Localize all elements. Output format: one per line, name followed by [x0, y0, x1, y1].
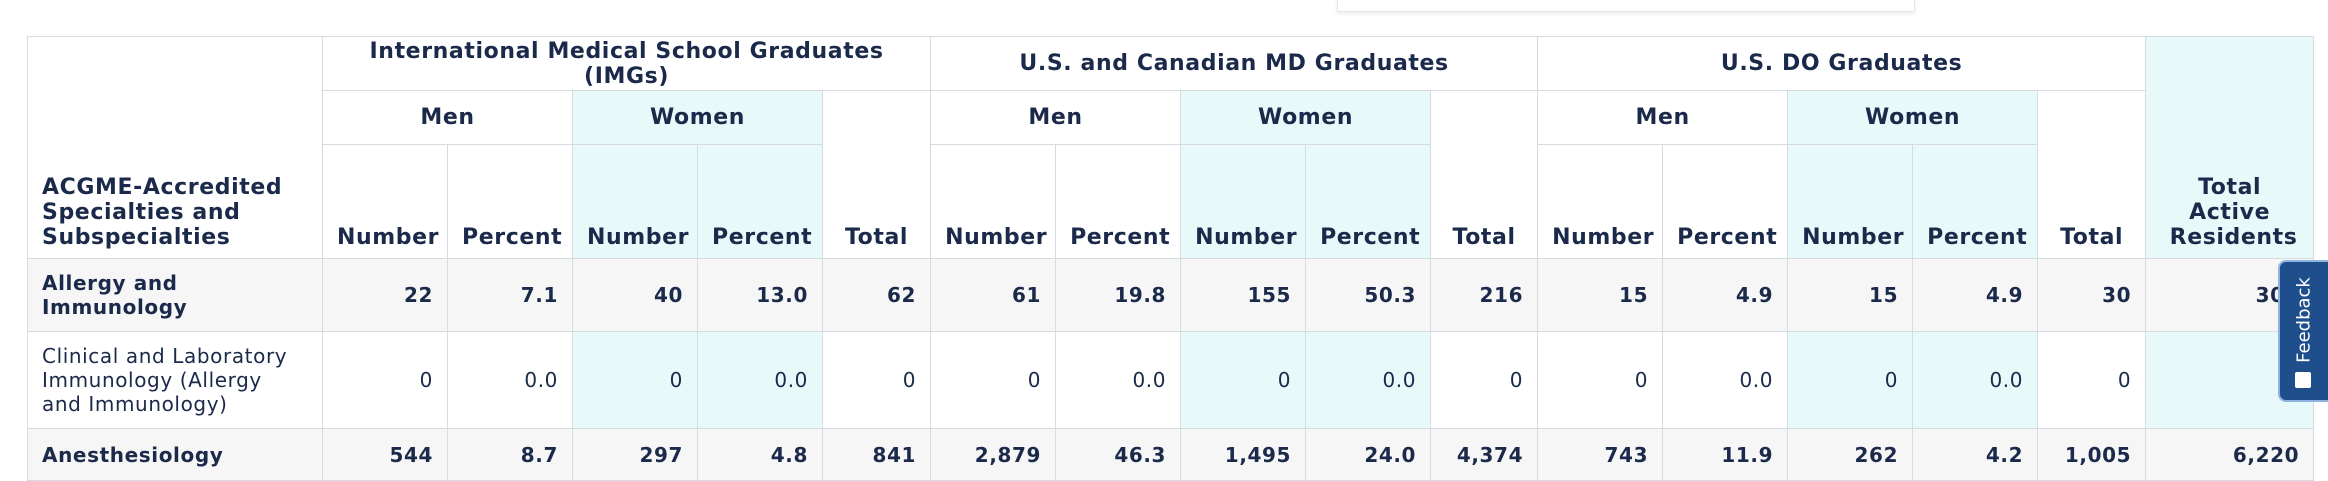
value-cell: 4.9	[1662, 258, 1789, 332]
specialty-cell: Clinical and Laboratory Immunology (Alle…	[27, 331, 323, 429]
header-row: Number Percent Number Percent Number Percent N…	[28, 144, 2314, 259]
percent-header: Percent	[1662, 144, 1789, 259]
value-cell: 4.2	[1912, 428, 2039, 481]
number-header: Number	[930, 144, 1057, 259]
data-row: Anesthesiology 544 8.7 297 4.8 841 2,879 46.3 1,…	[27, 428, 2315, 481]
value-cell: 297	[572, 428, 698, 481]
value-cell: 46.3	[1055, 428, 1182, 481]
feedback-label[interactable]: Feedback	[2293, 277, 2315, 363]
value-cell: 4,374	[1430, 428, 1539, 481]
value-cell: 0.0	[447, 331, 573, 429]
value-cell: 1,495	[1180, 428, 1307, 481]
value-cell: 1,005	[2037, 428, 2147, 481]
value-cell: 30	[2037, 258, 2147, 332]
percent-header: Percent	[1912, 144, 2039, 259]
value-cell: 40	[572, 258, 698, 332]
row-header: ACGME-Accredited Specialties and Subspec…	[27, 36, 323, 259]
value-cell: 11.9	[1662, 428, 1789, 481]
header-row: Men Women Total Men Women Total Men Women Total	[28, 90, 2314, 259]
value-cell: 841	[821, 428, 932, 481]
total-active-label: Total Active Residents	[2169, 175, 2298, 250]
table-container: ACGME-Accredited Specialties and Subspec…	[27, 36, 2328, 481]
number-header: Number	[1180, 144, 1307, 259]
value-cell: 0	[572, 331, 698, 429]
value-cell: 15	[1787, 258, 1914, 332]
percent-header: Percent	[1305, 144, 1432, 259]
percent-header: Percent	[447, 144, 573, 259]
value-cell: 22	[322, 258, 448, 332]
value-cell: 0	[322, 331, 448, 429]
number-header: Number	[322, 144, 448, 259]
header-row: ACGME-Accredited Specialties and Subspec…	[27, 36, 2315, 259]
value-cell: 19.8	[1055, 258, 1182, 332]
women-header: Women	[572, 90, 823, 145]
feedback-tab[interactable]: Feedback	[2278, 260, 2328, 402]
dropdown-edge	[1337, 0, 1915, 12]
number-header: Number	[1787, 144, 1914, 259]
value-cell: 4.9	[1912, 258, 2039, 332]
value-cell: 0.0	[1912, 331, 2039, 429]
value-cell: 544	[322, 428, 448, 481]
women-header: Women	[1787, 90, 2039, 145]
value-cell: 62	[821, 258, 932, 332]
data-row: Clinical and Laboratory Immunology (Alle…	[27, 331, 2315, 429]
number-header: Number	[1537, 144, 1664, 259]
value-cell: 6,220	[2145, 428, 2315, 481]
percent-header: Percent	[1055, 144, 1182, 259]
value-cell: 8.7	[447, 428, 573, 481]
page: ACGME-Accredited Specialties and Subspec…	[27, 0, 2328, 481]
men-header: Men	[930, 90, 1182, 145]
value-cell: 0	[930, 331, 1057, 429]
total-header: Total	[821, 90, 932, 259]
total-active-header: Total Active Residents	[2145, 36, 2315, 259]
value-cell: 7.1	[447, 258, 573, 332]
group-header: International Medical School Graduates (…	[321, 36, 932, 91]
group-header: U.S. and Canadian MD Graduates	[930, 36, 1539, 91]
residents-table: ACGME-Accredited Specialties and Subspec…	[27, 36, 2315, 481]
value-cell: 0.0	[1662, 331, 1789, 429]
value-cell: 0	[1537, 331, 1664, 429]
value-cell: 50.3	[1305, 258, 1432, 332]
value-cell: 0.0	[1055, 331, 1182, 429]
percent-header: Percent	[697, 144, 823, 259]
value-cell: 155	[1180, 258, 1307, 332]
total-header: Total	[1430, 90, 1539, 259]
value-cell: 15	[1537, 258, 1664, 332]
value-cell: 0	[1430, 331, 1539, 429]
value-cell: 743	[1537, 428, 1664, 481]
total-header: Total	[2037, 90, 2147, 259]
feedback-icon[interactable]	[2295, 372, 2311, 388]
value-cell: 4.8	[697, 428, 823, 481]
value-cell: 2,879	[930, 428, 1057, 481]
women-header: Women	[1180, 90, 1432, 145]
men-header: Men	[322, 90, 573, 145]
data-row: Allergy and Immunology 22 7.1 40 13.0 62 61 19.…	[27, 258, 2315, 332]
value-cell: 216	[1430, 258, 1539, 332]
value-cell: 13.0	[697, 258, 823, 332]
specialty-cell: Anesthesiology	[27, 428, 323, 481]
value-cell: 0.0	[1305, 331, 1432, 429]
value-cell: 0	[2037, 331, 2147, 429]
specialty-cell: Allergy and Immunology	[27, 258, 323, 332]
value-cell: 0	[1787, 331, 1914, 429]
value-cell: 0	[821, 331, 932, 429]
value-cell: 61	[930, 258, 1057, 332]
men-header: Men	[1537, 90, 1789, 145]
value-cell: 24.0	[1305, 428, 1432, 481]
value-cell: 0	[1180, 331, 1307, 429]
value-cell: 262	[1787, 428, 1914, 481]
number-header: Number	[572, 144, 698, 259]
value-cell: 0.0	[697, 331, 823, 429]
group-header: U.S. DO Graduates	[1537, 36, 2147, 91]
